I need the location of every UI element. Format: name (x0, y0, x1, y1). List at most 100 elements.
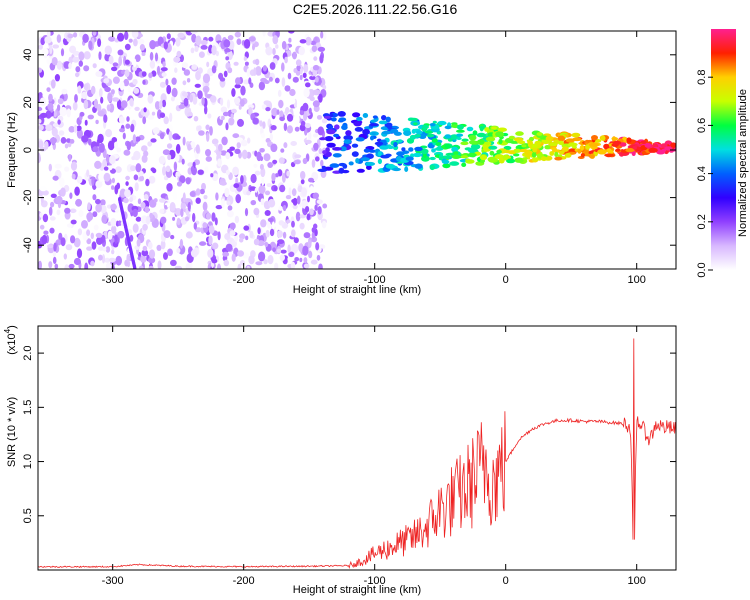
heatmap-cell (409, 134, 416, 140)
heatmap-cell (577, 148, 582, 154)
heatmap-cell (148, 72, 153, 79)
heatmap-cell (265, 107, 271, 112)
heatmap-cell (319, 137, 327, 141)
heatmap-cell (451, 146, 459, 153)
heatmap-cell (315, 76, 319, 83)
heatmap-cell (166, 33, 171, 40)
heatmap-cell (291, 98, 296, 104)
heatmap-cell (76, 175, 83, 184)
x-tick-label: -200 (233, 575, 255, 587)
heatmap-cell (308, 107, 312, 115)
heatmap-cell (235, 137, 244, 143)
heatmap-cell (143, 107, 147, 113)
heatmap-cell (287, 72, 292, 80)
heatmap-cell (204, 166, 209, 174)
heatmap-cell (253, 238, 260, 246)
heatmap-cell (50, 201, 55, 208)
heatmap-cell (299, 222, 305, 230)
heatmap-cell (189, 191, 196, 197)
heatmap-cell (231, 253, 236, 262)
heatmap-cell (318, 93, 323, 103)
heatmap-cell (301, 187, 307, 197)
heatmap-cell (46, 87, 51, 92)
heatmap-cell (133, 87, 140, 94)
heatmap-cell (299, 257, 303, 263)
heatmap-cell (148, 175, 156, 184)
heatmap-cell (548, 142, 558, 147)
y-tick-label: -20 (22, 190, 34, 206)
heatmap-cell (483, 141, 492, 146)
heatmap-cell (183, 97, 189, 107)
heatmap-cell (276, 109, 280, 115)
heatmap-cell (338, 117, 347, 122)
heatmap-cell (324, 136, 334, 142)
heatmap-cell (181, 158, 185, 165)
heatmap-cell (78, 60, 84, 67)
heatmap-cell (43, 230, 49, 235)
heatmap-cell (60, 137, 67, 144)
heatmap-cell (96, 236, 103, 245)
heatmap-cell (70, 235, 76, 244)
heatmap-cell (422, 124, 429, 130)
heatmap-cell (432, 120, 437, 124)
heatmap-cell (171, 87, 178, 98)
heatmap-cell (104, 45, 113, 55)
heatmap-cell (257, 227, 261, 235)
heatmap-cell (206, 61, 210, 68)
heatmap-cell (236, 38, 242, 45)
heatmap-cell (141, 52, 146, 56)
heatmap-cell (274, 262, 279, 269)
heatmap-cell (372, 115, 378, 119)
x-tick-label: 100 (628, 274, 646, 286)
heatmap-cell (162, 61, 166, 68)
heatmap-cell (39, 186, 47, 192)
colorbar-tick-label: 0.6 (696, 118, 708, 133)
heatmap-cell (191, 64, 198, 70)
heatmap-cell (200, 39, 208, 46)
heatmap-cell (282, 231, 287, 239)
heatmap-cell (112, 76, 120, 84)
heatmap-cell (182, 80, 187, 86)
heatmap-cell (139, 44, 145, 51)
x-tick-label: -100 (364, 274, 386, 286)
heatmap-cell (381, 115, 387, 121)
heatmap-cell (670, 142, 676, 148)
heatmap-cell (120, 100, 128, 109)
heatmap-cell (280, 148, 285, 153)
heatmap-cell (132, 208, 138, 218)
heatmap-cell (84, 119, 88, 126)
heatmap-cell (268, 76, 273, 82)
heatmap-cell (385, 153, 392, 157)
heatmap-cell (176, 217, 181, 226)
heatmap-cell (98, 88, 103, 98)
heatmap-cell (133, 38, 138, 47)
heatmap-cell (135, 163, 142, 173)
heatmap-cell (296, 65, 301, 71)
heatmap-cell (231, 240, 237, 248)
heatmap-cell (381, 130, 392, 135)
heatmap-cell (92, 63, 97, 69)
heatmap-cell (172, 47, 176, 53)
heatmap-cell (166, 183, 173, 192)
heatmap-cell (229, 146, 235, 151)
heatmap-cell (160, 67, 168, 72)
heatmap-cell (44, 36, 52, 44)
heatmap-cell (156, 244, 162, 251)
heatmap-cell (70, 219, 77, 225)
heatmap-cell (267, 254, 274, 265)
heatmap-cell (65, 138, 72, 143)
heatmap-cell (227, 35, 234, 41)
heatmap-cell (277, 169, 283, 177)
heatmap-cell (40, 112, 48, 118)
heatmap-cell (267, 162, 274, 168)
heatmap-cell (489, 150, 495, 156)
heatmap-cell (296, 195, 301, 205)
heatmap-cell (276, 140, 282, 147)
heatmap-cell (217, 231, 221, 241)
heatmap-cell (294, 126, 300, 132)
heatmap-cell (194, 45, 199, 53)
heatmap-cell (81, 135, 89, 143)
heatmap-cell (159, 132, 165, 140)
heatmap-cell (198, 130, 205, 136)
